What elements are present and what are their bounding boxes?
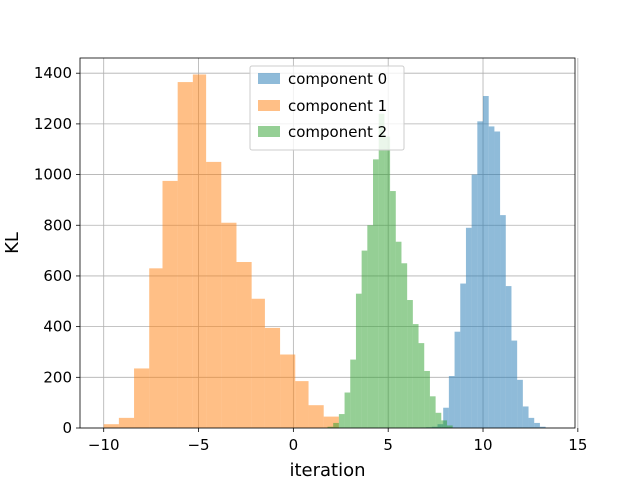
bar-component-1 (323, 416, 339, 428)
bar-component-1 (134, 368, 150, 428)
bar-component-0 (465, 227, 472, 428)
bar-component-1 (162, 180, 178, 428)
bar-component-2 (338, 414, 345, 428)
bar-component-1 (308, 405, 324, 428)
bar-component-0 (454, 331, 461, 428)
x-tick-label: 15 (568, 436, 587, 454)
bar-component-2 (327, 426, 334, 428)
bar-component-0 (517, 379, 523, 428)
y-tick-label: 600 (43, 267, 72, 285)
legend-swatch-component-2 (258, 126, 280, 137)
bar-component-2 (355, 293, 362, 428)
bar-component-2 (367, 225, 374, 428)
bar-component-1 (118, 417, 135, 428)
bar-component-2 (384, 136, 391, 428)
bar-component-0 (494, 131, 501, 428)
bar-component-0 (522, 406, 529, 428)
bar-component-1 (295, 381, 309, 428)
bar-component-2 (418, 343, 425, 428)
bar-component-0 (483, 96, 489, 428)
bar-component-0 (460, 283, 466, 428)
axis-ticks: −10 −5 0 5 10 15 0 200 400 600 800 1000 1200 1400 (34, 64, 588, 454)
bar-component-0 (505, 286, 512, 428)
bar-component-2 (401, 263, 408, 428)
bar-component-1 (103, 424, 119, 428)
bar-component-2 (395, 241, 402, 428)
legend-swatch-component-0 (258, 73, 280, 84)
bar-component-1 (280, 354, 296, 428)
y-tick-label: 1200 (34, 115, 72, 133)
bar-component-2 (441, 420, 447, 428)
x-axis-title: iteration (289, 460, 365, 480)
bar-component-0 (448, 376, 455, 428)
y-tick-label: 200 (43, 368, 72, 386)
y-tick-label: 1000 (34, 166, 72, 184)
legend-label-component-2: component 2 (288, 123, 387, 141)
y-tick-label: 800 (43, 216, 72, 234)
bar-component-1 (206, 161, 222, 428)
bar-component-2 (390, 191, 396, 428)
legend-box (249, 65, 405, 151)
bar-component-2 (361, 250, 368, 428)
bar-component-2 (344, 392, 351, 428)
bar-component-2 (424, 370, 430, 428)
bar-component-1 (236, 262, 252, 428)
bar-component-0 (528, 417, 535, 428)
bar-component-0 (488, 126, 495, 429)
histogram-bars (103, 74, 546, 429)
y-tick-label: 400 (43, 318, 72, 336)
legend-label-component-1: component 1 (288, 97, 387, 115)
bar-component-0 (477, 121, 484, 428)
bar-component-1 (251, 298, 265, 428)
x-tick-label: 0 (289, 436, 299, 454)
bar-component-0 (511, 340, 518, 428)
bar-component-0 (539, 426, 546, 428)
bar-component-2 (412, 324, 419, 428)
x-tick-label: 5 (383, 436, 393, 454)
bar-component-2 (373, 159, 379, 428)
legend-label-component-0: component 0 (288, 70, 387, 88)
bar-component-2 (407, 300, 413, 428)
bar-component-1 (177, 82, 193, 428)
y-tick-label: 1400 (34, 64, 72, 82)
x-tick-label: −5 (187, 436, 209, 454)
x-tick-label: 10 (473, 436, 492, 454)
legend-swatch-component-1 (258, 100, 280, 111)
y-axis-title: KL (2, 232, 23, 254)
bar-component-2 (350, 359, 356, 428)
legend: component 0 component 1 component 2 (249, 65, 405, 151)
bar-component-1 (221, 222, 237, 428)
y-tick-label: 0 (62, 419, 72, 437)
bar-component-0 (471, 174, 478, 428)
plot-frame (79, 57, 576, 429)
bar-component-0 (534, 422, 540, 428)
x-tick-label: −10 (88, 436, 120, 454)
bar-component-1 (264, 327, 281, 428)
bar-component-2 (429, 396, 436, 428)
bar-component-2 (435, 412, 442, 428)
bar-component-1 (149, 268, 163, 428)
bar-component-0 (443, 407, 449, 428)
bar-component-2 (446, 425, 453, 428)
bar-component-2 (378, 113, 385, 429)
bar-component-2 (333, 422, 339, 428)
bar-component-1 (192, 74, 207, 429)
bar-component-0 (500, 215, 506, 428)
